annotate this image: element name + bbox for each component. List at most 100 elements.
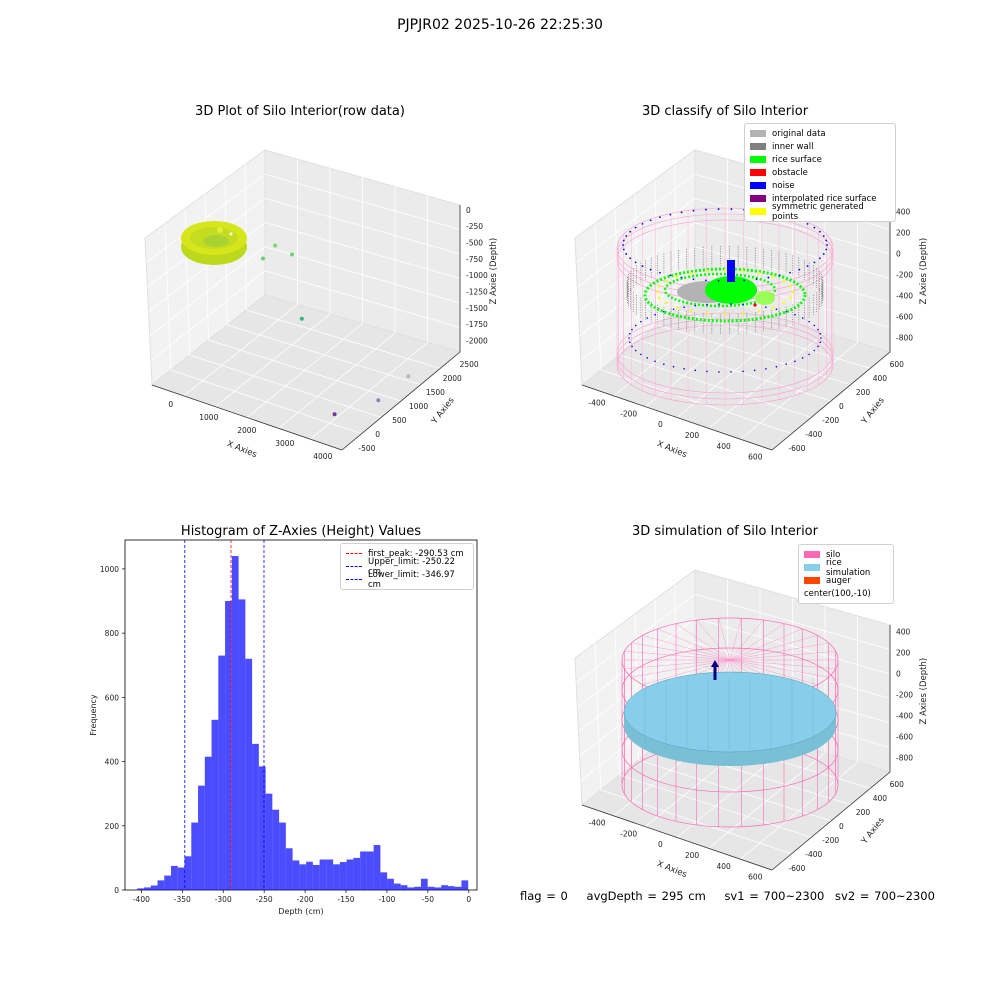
- p3-y-label: Frequency: [89, 694, 98, 736]
- p2-noise-point: [663, 363, 665, 365]
- p2-noise-point: [692, 209, 695, 212]
- p4-z-tick: 0: [896, 669, 901, 678]
- legend-label: inner wall: [772, 141, 814, 152]
- legend-swatch: [750, 143, 766, 150]
- panel3-histogram: -400 -350 -300 -250 -200 -150 -100 -50 0 0 200 400 6…: [89, 539, 478, 916]
- p2-noise-point: [817, 328, 819, 331]
- p2-noise-point: [801, 317, 804, 319]
- p4-x-tick: -400: [588, 819, 605, 828]
- p2-x-tick: -200: [620, 409, 637, 418]
- p1-outlier-point: [332, 412, 337, 417]
- p1-y-tick: 0: [375, 430, 380, 439]
- p2-noise-point: [806, 222, 809, 225]
- legend-swatch: [750, 182, 766, 189]
- p3-bar: [407, 887, 415, 890]
- p3-bar: [434, 887, 442, 890]
- p3-bar: [171, 865, 178, 890]
- p2-noise-point: [649, 268, 652, 271]
- p1-outlier-point: [290, 252, 295, 257]
- p2-z-label: Z Axies (Depth): [919, 238, 929, 305]
- p2-noise-point: [775, 365, 778, 368]
- p2-noise-cluster: [727, 260, 735, 282]
- p2-noise-point: [634, 261, 637, 264]
- p2-symmetric-point: [706, 269, 709, 273]
- legend-swatch: [804, 551, 820, 558]
- p4-y-tick: -200: [822, 836, 839, 845]
- p2-symmetric-point: [658, 296, 661, 299]
- p4-silo-roof: [642, 635, 731, 661]
- p2-noise-point: [659, 271, 661, 274]
- p2-noise-point: [646, 357, 649, 359]
- p3-bar: [366, 851, 374, 890]
- p3-y-tick: 200: [105, 822, 120, 831]
- p1-z-tick: -250: [466, 222, 483, 231]
- p3-bar: [285, 848, 293, 890]
- p3-bar: [225, 601, 232, 890]
- p3-bar: [360, 851, 367, 890]
- p2-noise-point: [806, 265, 809, 268]
- legend-label: Lower_limit: -346.97 cm: [368, 569, 455, 590]
- p2-symmetric-point: [741, 269, 744, 273]
- p3-x-tick: -350: [174, 895, 191, 904]
- p4-z-tick: -200: [896, 690, 913, 699]
- p4-y-label: Y Axies: [859, 815, 887, 847]
- p2-symmetric-point: [689, 309, 693, 313]
- p3-bar: [184, 856, 192, 890]
- p4-silo-roof: [696, 619, 731, 661]
- p3-bar: [373, 845, 381, 890]
- p2-noise-point: [704, 279, 707, 282]
- legend-label: auger: [826, 575, 851, 586]
- legend-entry: rice surface: [750, 153, 890, 166]
- p2-noise-point: [813, 261, 816, 264]
- p2-y-label: Y Axies: [859, 395, 887, 427]
- p2-noise-point: [631, 345, 633, 348]
- p2-noise-point: [641, 265, 644, 268]
- p3-y-tick: 1000: [100, 565, 119, 574]
- p2-noise-point: [818, 257, 821, 260]
- p3-bar: [198, 785, 205, 890]
- p2-noise-point: [622, 248, 625, 251]
- p3-bar: [393, 883, 401, 890]
- legend-swatch: [750, 169, 766, 176]
- legend-entry: Lower_limit: -346.97 cm: [346, 570, 468, 590]
- p2-z-tick: -600: [896, 312, 913, 321]
- p2-y-tick: -200: [822, 416, 839, 425]
- p3-bar: [157, 880, 165, 890]
- legend-entry: auger: [804, 574, 888, 587]
- p1-z-tick: 0: [466, 206, 471, 215]
- p3-y-tick: 600: [105, 693, 120, 702]
- panel1-3d-scatter: 01000200030004000-5000500100015002000250…: [144, 149, 499, 461]
- p2-noise-point: [767, 276, 770, 279]
- p2-noise-point: [704, 208, 707, 211]
- p2-noise-point: [743, 279, 746, 282]
- legend-label: center(100,-10): [804, 588, 871, 599]
- p4-y-tick: -600: [788, 864, 805, 873]
- p2-noise-point: [683, 306, 685, 309]
- p2-noise-point: [794, 360, 796, 363]
- p1-outlier-point: [406, 374, 411, 379]
- p3-x-tick: -250: [256, 895, 273, 904]
- p2-symmetric-point: [789, 285, 792, 288]
- panel4-title: 3D simulation of Silo Interior: [632, 524, 818, 539]
- panel4-legend: silo rice simulation auger center(100,-10): [798, 544, 894, 604]
- legend-swatch: [804, 577, 820, 584]
- p3-x-tick: -200: [297, 895, 314, 904]
- legend-label: original data: [772, 128, 826, 139]
- p3-bar: [164, 875, 172, 890]
- p2-noise-point: [631, 328, 633, 331]
- p4-silo-roof: [657, 628, 731, 661]
- legend-label: Upper_limit: -250.22 cm: [368, 556, 456, 577]
- p4-silo-roof: [675, 623, 731, 661]
- p2-noise-point: [634, 226, 637, 229]
- p2-symmetric-point: [706, 311, 709, 315]
- p1-y-tick: 500: [392, 416, 407, 425]
- p1-ring-spike: [217, 227, 223, 233]
- p2-x-axis: [581, 384, 773, 451]
- p2-noise-point: [622, 239, 625, 242]
- legend-swatch: [750, 195, 766, 202]
- legend-line: [346, 553, 362, 554]
- p4-y-tick: 400: [873, 794, 888, 803]
- p2-noise-point: [669, 213, 672, 216]
- p4-silo: [621, 617, 839, 828]
- p3-bar: [231, 556, 239, 890]
